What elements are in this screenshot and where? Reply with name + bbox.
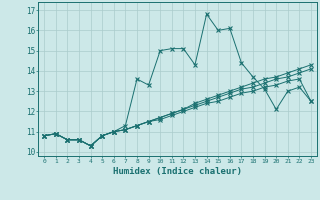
X-axis label: Humidex (Indice chaleur): Humidex (Indice chaleur) bbox=[113, 167, 242, 176]
